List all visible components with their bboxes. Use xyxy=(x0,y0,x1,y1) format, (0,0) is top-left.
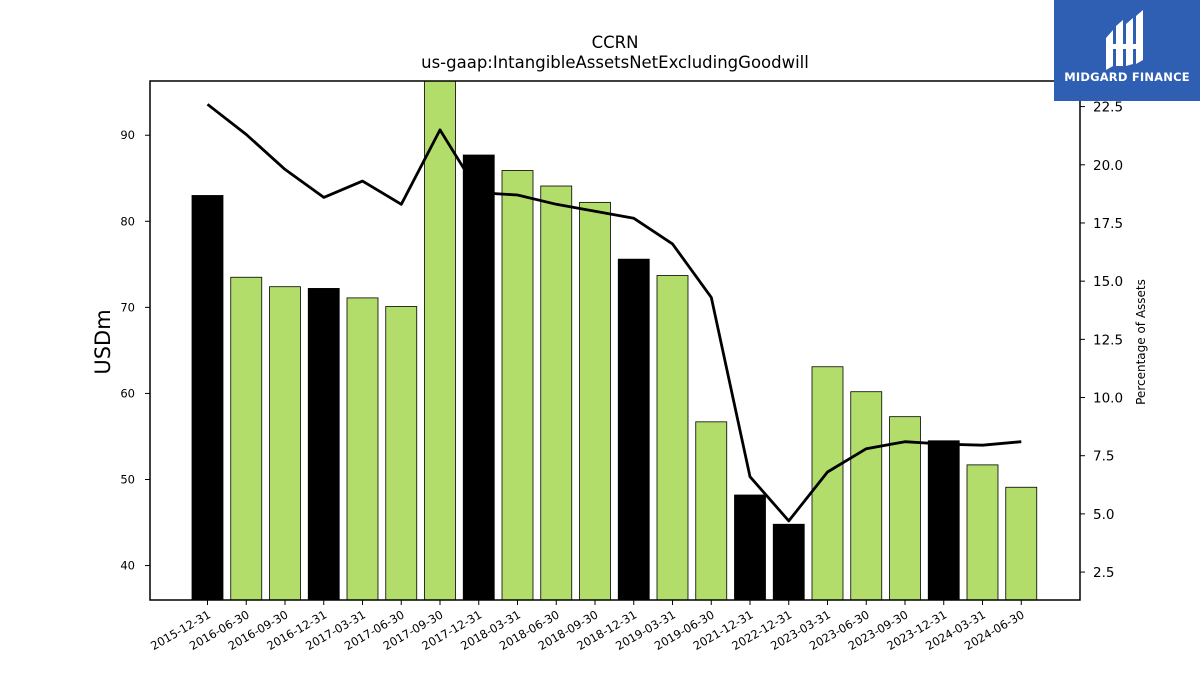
y2-tick-label: 15.0 xyxy=(1093,274,1123,290)
brand-logo: MIDGARD FINANCE xyxy=(1054,0,1200,101)
bar xyxy=(617,258,650,601)
bar xyxy=(889,416,921,601)
y-axis-label: USDm xyxy=(91,309,115,374)
bar xyxy=(579,201,611,601)
y2-tick-label: 10.0 xyxy=(1093,391,1123,407)
y2-tick-label: 12.5 xyxy=(1093,332,1123,348)
bar xyxy=(501,170,534,601)
y2-axis-label: Percentage of Assets xyxy=(1134,279,1148,405)
y-tick-label: 80 xyxy=(120,214,135,228)
bar-group xyxy=(191,80,1038,601)
y2-tick-label: 5.0 xyxy=(1093,507,1114,523)
y2-tick-label: 22.5 xyxy=(1093,100,1123,116)
bar xyxy=(1005,486,1038,601)
bar xyxy=(230,276,263,601)
bar xyxy=(462,154,495,601)
bar xyxy=(346,297,379,601)
bar xyxy=(850,391,883,601)
y-tick-label: 90 xyxy=(120,128,135,142)
line-series xyxy=(206,103,1022,523)
y-tick-label: 50 xyxy=(120,473,135,487)
bar xyxy=(385,306,418,601)
bar xyxy=(540,185,573,601)
y-tick-label: 40 xyxy=(120,559,135,573)
logo-text: MIDGARD FINANCE xyxy=(1064,70,1190,84)
bar xyxy=(772,523,805,601)
x-axis: 2015-12-312016-06-302016-09-302016-12-31… xyxy=(148,600,1027,653)
percentage-line xyxy=(206,103,1022,523)
chart-title: CCRN xyxy=(592,33,639,52)
y-tick-label: 60 xyxy=(120,386,135,400)
y-axis-left: 40 50 60 70 80 90 xyxy=(120,128,150,573)
bar xyxy=(695,421,728,601)
y-tick-label: 70 xyxy=(120,300,135,314)
logo-icon xyxy=(1106,10,1143,70)
y2-tick-label: 7.5 xyxy=(1093,449,1114,465)
y2-tick-label: 20.0 xyxy=(1093,158,1123,174)
bar xyxy=(734,494,766,601)
bar xyxy=(191,195,224,601)
bar xyxy=(927,440,960,601)
bar xyxy=(966,464,999,601)
bar xyxy=(307,288,340,601)
chart-subtitle: us-gaap:IntangibleAssetsNetExcludingGood… xyxy=(421,53,809,72)
y-axis-right: 2.5 5.0 7.5 10.0 12.5 15.0 17.5 20.0 22.5 xyxy=(1080,100,1123,581)
plot-frame xyxy=(149,80,1081,601)
bar xyxy=(424,80,456,601)
bar xyxy=(656,275,689,601)
bar xyxy=(269,286,301,601)
y2-tick-label: 2.5 xyxy=(1093,565,1114,581)
bar xyxy=(811,366,844,601)
y2-tick-label: 17.5 xyxy=(1093,216,1123,232)
